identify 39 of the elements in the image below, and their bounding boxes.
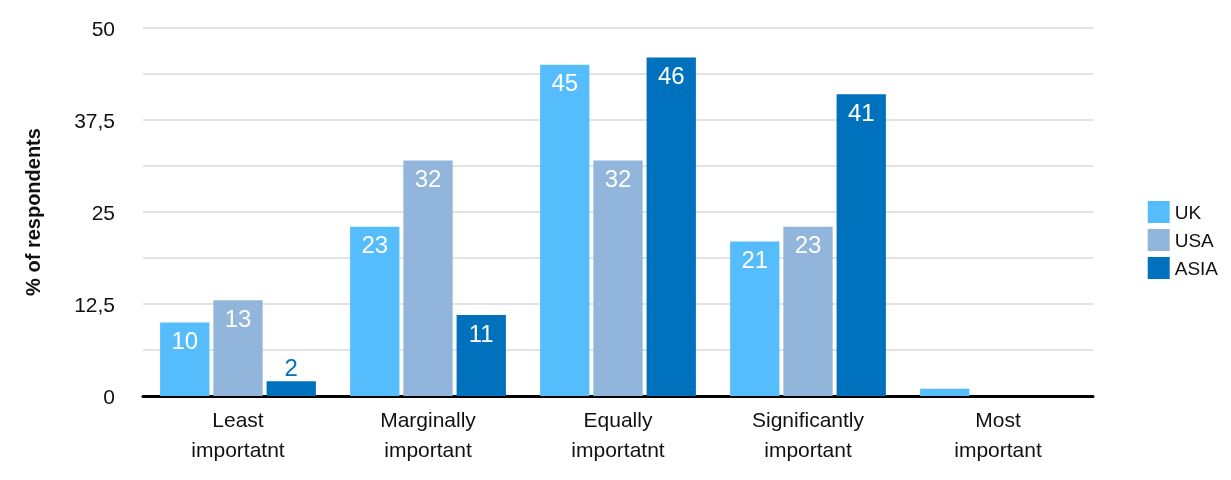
data-label: 21 <box>741 245 769 273</box>
legend-label: USA <box>1174 229 1215 251</box>
bar <box>783 226 833 396</box>
bar <box>730 241 780 396</box>
data-label: 46 <box>657 61 685 89</box>
bar <box>266 381 316 396</box>
y-tick-label: 50 <box>91 16 115 40</box>
bar <box>403 160 453 396</box>
bar <box>540 64 590 396</box>
x-tick-label: Most important <box>954 407 1042 461</box>
data-label: 10 <box>171 326 199 354</box>
legend-label: ASIA <box>1174 257 1219 279</box>
y-axis-title: % of respondents <box>22 128 44 296</box>
data-label: 32 <box>604 164 632 192</box>
bar <box>213 300 263 396</box>
data-label: 2 <box>284 353 298 381</box>
y-tick-label: 12,5 <box>74 292 115 316</box>
bar <box>836 94 886 396</box>
x-tick-label: Equally importatnt <box>571 407 665 461</box>
bar <box>646 57 696 396</box>
x-tick-label: Marginally important <box>380 407 477 461</box>
data-label: 32 <box>414 164 442 192</box>
x-tick-label: Significantly important <box>751 407 865 461</box>
data-label: 23 <box>794 231 822 259</box>
data-label: 45 <box>551 69 579 97</box>
y-tick-label: 37,5 <box>74 108 115 132</box>
x-tick-label: Least importatnt <box>191 407 285 461</box>
bar <box>160 322 210 396</box>
data-label: 13 <box>224 304 252 332</box>
bar <box>920 388 970 396</box>
data-label: 41 <box>847 98 875 126</box>
y-tick-label: 0 <box>103 384 115 408</box>
y-tick-label: 25 <box>91 200 115 224</box>
bar <box>350 226 400 396</box>
data-label: 11 <box>468 319 494 347</box>
legend-label: UK <box>1174 201 1202 223</box>
bar <box>593 160 643 396</box>
data-label: 23 <box>361 231 389 259</box>
bar <box>456 315 506 396</box>
